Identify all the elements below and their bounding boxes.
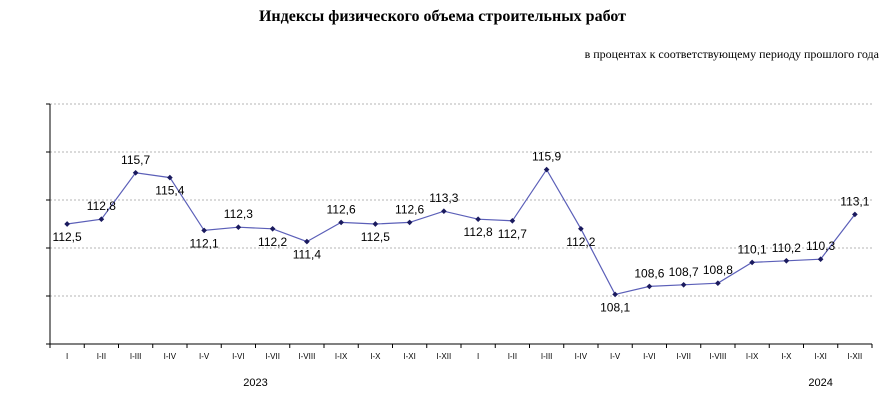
- data-label: 108,7: [669, 265, 699, 279]
- data-point: [132, 169, 139, 176]
- chart-subtitle: в процентах к соответствующему периоду п…: [584, 47, 879, 61]
- x-tick-label: I-III: [541, 352, 553, 361]
- data-point: [372, 221, 379, 227]
- data-label: 113,1: [840, 194, 869, 208]
- x-tick-label: I-XII: [437, 352, 452, 361]
- data-point: [304, 238, 310, 245]
- x-tick-label: I-VII: [265, 352, 280, 361]
- x-tick-label: I-VI: [232, 352, 244, 361]
- x-tick-label: I-IX: [335, 352, 348, 361]
- data-label: 110,1: [738, 242, 767, 256]
- x-tick-label: I-IV: [575, 352, 588, 361]
- year-label: 2024: [808, 377, 832, 389]
- data-label: 115,4: [155, 184, 184, 198]
- data-label: 110,2: [772, 241, 801, 255]
- year-label: 2023: [243, 377, 267, 389]
- data-label: 112,8: [464, 225, 493, 239]
- x-tick-label: I-IX: [746, 352, 759, 361]
- chart-title: Индексы физического объема строительных …: [258, 8, 627, 25]
- data-label: 108,6: [634, 266, 664, 280]
- series-line: [67, 168, 856, 296]
- x-tick-label: I-III: [130, 352, 142, 361]
- data-label: 111,4: [293, 248, 322, 262]
- x-tick-label: I-XI: [814, 352, 826, 361]
- data-point: [680, 281, 687, 288]
- x-tick-label: I-II: [97, 352, 106, 361]
- data-point: [646, 283, 653, 290]
- data-point: [406, 219, 413, 226]
- data-point: [612, 291, 618, 298]
- x-tick-label: I-IV: [164, 352, 177, 361]
- data-point: [338, 219, 344, 226]
- data-point: [578, 225, 584, 232]
- x-tick-label: I-XII: [848, 352, 863, 361]
- data-point: [475, 216, 481, 223]
- data-point: [749, 259, 755, 266]
- data-label: 112,2: [258, 235, 287, 249]
- data-point: [543, 166, 550, 173]
- data-label: 112,2: [566, 235, 595, 249]
- data-point: [817, 256, 824, 263]
- data-label: 110,3: [806, 239, 835, 253]
- data-point: [98, 216, 105, 223]
- x-tick-label: I-XI: [403, 352, 415, 361]
- data-label: 108,1: [600, 300, 630, 314]
- x-tick-label: I-VII: [676, 352, 691, 361]
- data-point: [783, 257, 790, 264]
- x-tick-label: I-VI: [643, 352, 655, 361]
- data-label: 112,3: [224, 207, 253, 221]
- data-point: [235, 224, 242, 231]
- x-tick-label: I: [477, 352, 479, 361]
- data-point: [852, 211, 858, 218]
- x-tick-label: I-X: [781, 352, 792, 361]
- data-label: 112,5: [53, 230, 82, 244]
- data-label: 112,6: [327, 202, 356, 216]
- data-point: [201, 227, 207, 234]
- x-tick-label: I-II: [508, 352, 517, 361]
- data-label: 115,7: [121, 153, 150, 167]
- x-tick-label: I-X: [370, 352, 381, 361]
- x-tick-label: I-V: [199, 352, 210, 361]
- data-label: 112,8: [87, 199, 116, 213]
- data-label: 108,8: [703, 263, 733, 277]
- data-point: [715, 280, 721, 287]
- data-label: 115,9: [532, 150, 561, 164]
- data-point: [167, 174, 173, 181]
- data-point: [64, 221, 70, 227]
- data-label: 112,6: [395, 202, 424, 216]
- data-label: 112,1: [190, 236, 219, 250]
- x-tick-label: I-V: [610, 352, 621, 361]
- data-label: 112,7: [498, 227, 527, 241]
- data-point: [269, 225, 276, 232]
- data-point: [509, 217, 516, 224]
- data-label: 113,3: [429, 191, 458, 205]
- data-label: 112,5: [361, 230, 390, 244]
- x-tick-label: I-VIII: [709, 352, 726, 361]
- x-tick-label: I-VIII: [298, 352, 315, 361]
- data-point: [441, 208, 447, 215]
- x-tick-label: I: [66, 352, 68, 361]
